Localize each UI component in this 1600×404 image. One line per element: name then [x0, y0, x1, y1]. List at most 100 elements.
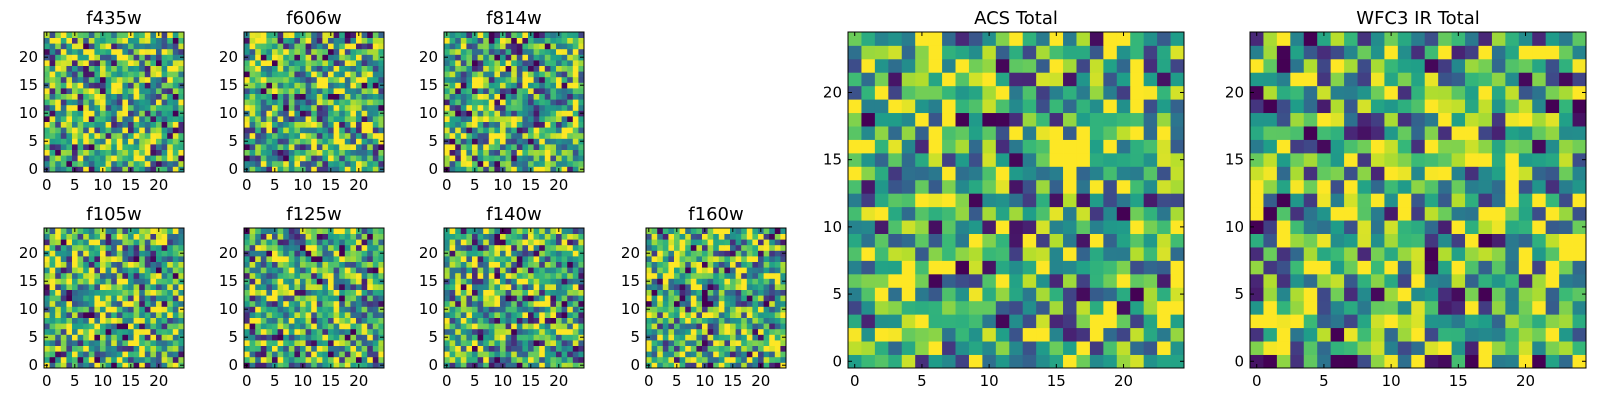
heatmap-cell: [367, 144, 373, 150]
x-tick-label: 15: [121, 176, 140, 194]
heatmap-cell: [696, 323, 702, 329]
heatmap-cell: [78, 318, 84, 324]
heatmap-cell: [339, 43, 345, 49]
heatmap-cell: [461, 312, 467, 318]
heatmap-cell: [106, 32, 112, 38]
heatmap-cell: [522, 161, 528, 167]
heatmap-cell: [539, 340, 545, 346]
heatmap-cell: [494, 262, 500, 268]
heatmap-cell: [1144, 180, 1158, 194]
heatmap-cell: [489, 94, 495, 100]
heatmap-cell: [250, 155, 256, 161]
heatmap-cell: [550, 273, 556, 279]
heatmap-cell: [106, 127, 112, 133]
heatmap-cell: [145, 110, 151, 116]
heatmap-cell: [250, 49, 256, 55]
heatmap-cell: [50, 312, 56, 318]
heatmap-cell: [685, 250, 691, 256]
heatmap-cell: [250, 99, 256, 105]
heatmap-cell: [915, 260, 929, 274]
heatmap-cell: [339, 127, 345, 133]
heatmap-cell: [668, 273, 674, 279]
heatmap-cell: [317, 150, 323, 156]
heatmap-cell: [500, 239, 506, 245]
heatmap-cell: [506, 351, 512, 357]
heatmap-cell: [450, 43, 456, 49]
heatmap-cell: [500, 94, 506, 100]
heatmap-cell: [111, 340, 117, 346]
heatmap-cell: [150, 71, 156, 77]
heatmap-cell: [528, 144, 534, 150]
heatmap-cell: [83, 340, 89, 346]
heatmap-cell: [339, 155, 345, 161]
heatmap-cell: [306, 284, 312, 290]
heatmap-cell: [317, 88, 323, 94]
heatmap-cell: [272, 256, 278, 262]
heatmap-cell: [506, 346, 512, 352]
heatmap-cell: [450, 54, 456, 60]
heatmap-cell: [506, 66, 512, 72]
heatmap-cell: [294, 267, 300, 273]
heatmap-cell: [89, 301, 95, 307]
heatmap-cell: [283, 60, 289, 66]
heatmap-cell: [489, 155, 495, 161]
heatmap-cell: [266, 351, 272, 357]
heatmap-cell: [350, 82, 356, 88]
heatmap-cell: [122, 262, 128, 268]
heatmap-cell: [145, 127, 151, 133]
heatmap-cell: [545, 38, 551, 44]
heatmap-cell: [652, 273, 658, 279]
heatmap-cell: [562, 256, 568, 262]
heatmap-cell: [956, 314, 970, 328]
heatmap-cell: [311, 127, 317, 133]
heatmap-cell: [266, 250, 272, 256]
heatmap-cell: [362, 155, 368, 161]
heatmap-cell: [244, 150, 250, 156]
heatmap-cell: [685, 301, 691, 307]
heatmap-cell: [562, 334, 568, 340]
heatmap-cell: [72, 155, 78, 161]
heatmap-cell: [550, 245, 556, 251]
heatmap-cell: [300, 329, 306, 335]
heatmap-cell: [356, 273, 362, 279]
heatmap-cell: [483, 346, 489, 352]
heatmap-cell: [646, 262, 652, 268]
heatmap-cell: [696, 245, 702, 251]
y-tick-label: 10: [419, 300, 438, 318]
heatmap-cell: [167, 346, 173, 352]
heatmap-cell: [567, 110, 573, 116]
heatmap-cell: [111, 301, 117, 307]
heatmap-cell: [139, 71, 145, 77]
heatmap-cell: [167, 122, 173, 128]
heatmap-cell: [283, 273, 289, 279]
heatmap-cell: [100, 54, 106, 60]
heatmap-cell: [550, 116, 556, 122]
heatmap-cell: [66, 116, 72, 122]
heatmap-cell: [969, 166, 983, 180]
heatmap-cell: [50, 334, 56, 340]
heatmap-cell: [334, 82, 340, 88]
heatmap-cell: [652, 256, 658, 262]
heatmap-cell: [680, 340, 686, 346]
heatmap-cell: [306, 312, 312, 318]
heatmap-cell: [562, 43, 568, 49]
heatmap-cell: [646, 256, 652, 262]
heatmap-cell: [472, 54, 478, 60]
heatmap-cell: [506, 150, 512, 156]
heatmap-cell: [311, 60, 317, 66]
heatmap-cell: [294, 110, 300, 116]
heatmap-cell: [466, 71, 472, 77]
heatmap-cell: [250, 127, 256, 133]
heatmap-cell: [250, 323, 256, 329]
heatmap-cell: [289, 99, 295, 105]
heatmap-cell: [244, 318, 250, 324]
heatmap-cell: [300, 133, 306, 139]
heatmap-cell: [111, 161, 117, 167]
heatmap-cell: [764, 340, 770, 346]
heatmap-cell: [996, 287, 1010, 301]
heatmap-cell: [122, 38, 128, 44]
heatmap-cell: [685, 267, 691, 273]
heatmap-cell: [255, 105, 261, 111]
heatmap-cell: [272, 267, 278, 273]
heatmap-cell: [752, 323, 758, 329]
